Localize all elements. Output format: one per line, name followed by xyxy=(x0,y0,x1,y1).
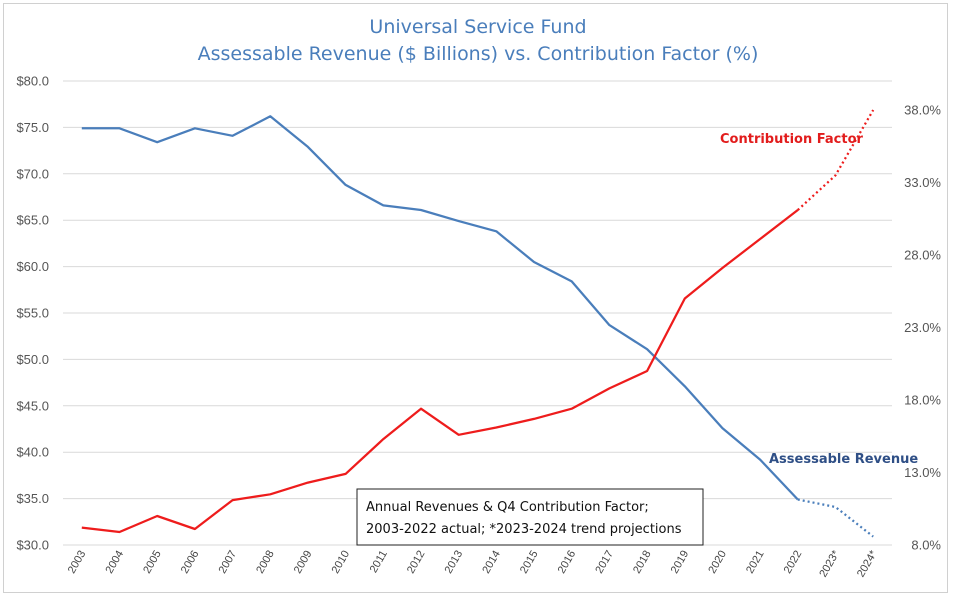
contribution-factor-label: Contribution Factor xyxy=(720,132,863,147)
left-tick-label: $45.0 xyxy=(16,398,49,413)
gridlines xyxy=(63,80,892,546)
chart-frame xyxy=(3,3,948,593)
right-tick-label: 23.0% xyxy=(904,320,941,335)
annotation-line-2: 2003-2022 actual; *2023-2024 trend proje… xyxy=(366,522,682,537)
x-tick-label: 2003 xyxy=(66,549,89,576)
left-tick-label: $65.0 xyxy=(16,213,49,228)
left-tick-label: $70.0 xyxy=(16,166,49,181)
left-tick-label: $55.0 xyxy=(16,306,49,321)
left-tick-label: $60.0 xyxy=(16,259,49,274)
x-tick-label: 2021 xyxy=(744,549,767,576)
x-tick-label: 2008 xyxy=(254,549,277,576)
left-tick-label: $50.0 xyxy=(16,352,49,367)
x-tick-label: 2006 xyxy=(179,549,202,576)
x-tick-label: 2017 xyxy=(593,549,616,576)
x-tick-label: 2024* xyxy=(855,548,880,580)
x-tick-label: 2004 xyxy=(103,549,126,576)
assessable-revenue-label: Assessable Revenue xyxy=(769,452,918,467)
left-tick-label: $80.0 xyxy=(16,74,49,89)
right-tick-label: 18.0% xyxy=(904,393,941,408)
left-tick-label: $75.0 xyxy=(16,120,49,135)
right-axis-ticks: 8.0% 13.0% 18.0% 23.0% 28.0% 33.0% 38.0% xyxy=(904,103,941,553)
x-tick-label: 2009 xyxy=(292,549,315,576)
left-tick-label: $35.0 xyxy=(16,491,49,506)
x-tick-label: 2019 xyxy=(669,549,692,576)
annotation-line-1: Annual Revenues & Q4 Contribution Factor… xyxy=(366,500,649,515)
contribution-factor-line xyxy=(81,209,799,534)
series-lines xyxy=(81,109,875,538)
x-tick-label: 2016 xyxy=(556,549,579,576)
x-tick-label: 2014 xyxy=(480,549,503,576)
x-tick-label: 2023* xyxy=(817,548,842,580)
x-tick-label: 2012 xyxy=(405,549,428,576)
left-tick-label: $40.0 xyxy=(16,445,49,460)
contribution-factor-projection-line xyxy=(797,109,875,211)
chart-title: Universal Service Fund xyxy=(369,16,586,38)
left-axis-ticks: $30.0 $35.0 $40.0 $45.0 $50.0 $55.0 $60.0 $65.0… xyxy=(16,74,49,553)
annotation-box: Annual Revenues & Q4 Contribution Factor… xyxy=(356,488,704,546)
right-tick-label: 38.0% xyxy=(904,103,941,118)
x-tick-label: 2018 xyxy=(631,549,654,576)
x-tick-label: 2015 xyxy=(518,549,541,576)
x-tick-label: 2010 xyxy=(330,549,353,576)
x-tick-label: 2013 xyxy=(443,549,466,576)
assessable-revenue-line xyxy=(81,115,799,501)
chart-subtitle: Assessable Revenue ($ Billions) vs. Cont… xyxy=(198,43,759,65)
x-tick-label: 2005 xyxy=(141,549,164,576)
assessable-revenue-projection-line xyxy=(797,498,874,538)
annotation-border xyxy=(356,488,704,546)
right-tick-label: 33.0% xyxy=(904,175,941,190)
left-tick-label: $30.0 xyxy=(16,538,49,553)
right-tick-label: 13.0% xyxy=(904,465,941,480)
x-tick-label: 2022 xyxy=(782,549,805,576)
right-tick-label: 8.0% xyxy=(911,538,941,553)
x-tick-label: 2011 xyxy=(368,549,390,575)
x-tick-label: 2007 xyxy=(217,549,240,576)
x-tick-label: 2020 xyxy=(706,549,729,576)
x-axis-ticks: 2003 2004 2005 2006 2007 2008 2009 2010 2011 2012… xyxy=(66,548,880,580)
right-tick-label: 28.0% xyxy=(904,248,941,263)
